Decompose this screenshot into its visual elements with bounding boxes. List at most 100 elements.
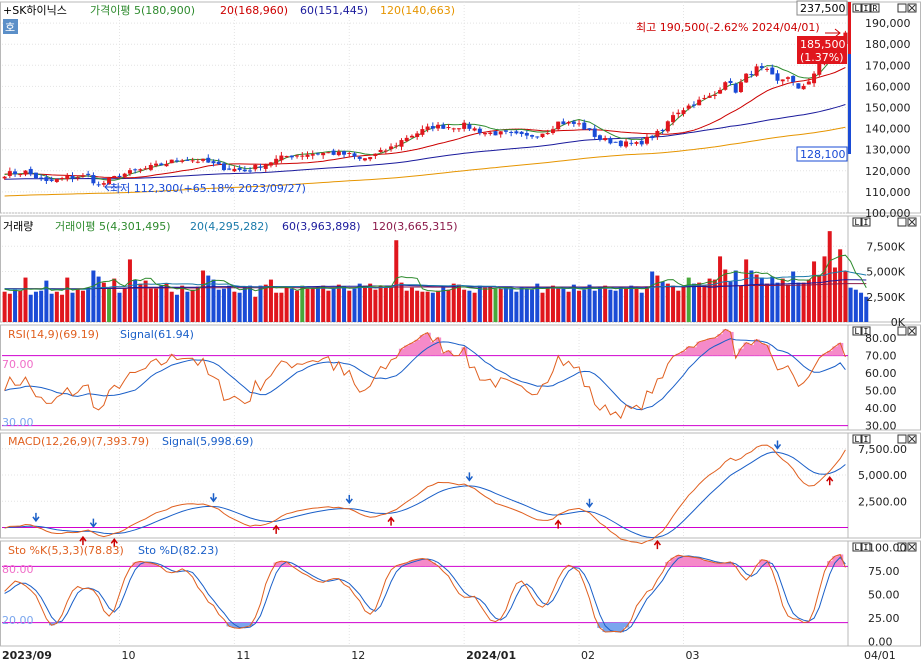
- x-axis-tick: 2024/01: [466, 649, 516, 662]
- volume-bar: [33, 291, 38, 322]
- price-axis-tick: 100,000: [865, 207, 911, 220]
- volume-bar: [65, 277, 70, 322]
- panel-maximize-rsi[interactable]: [897, 326, 907, 336]
- panel-ctrl-macd-0[interactable]: [852, 434, 862, 444]
- candle-body: [70, 175, 75, 179]
- macd-line: [4, 444, 846, 545]
- panel-maximize-sto[interactable]: [897, 542, 907, 552]
- volume-bar: [383, 287, 388, 322]
- close-icon: [908, 218, 916, 226]
- rsi-overbought-fill: [764, 345, 771, 356]
- volume-bar: [587, 284, 592, 322]
- macd-axis-tick: 7,500.00: [858, 443, 907, 456]
- volume-bar: [556, 287, 561, 322]
- candle-body: [23, 170, 28, 175]
- price-axis-tick: 120,000: [865, 165, 911, 178]
- rsi-overbought-fill: [701, 340, 708, 356]
- volume-bar: [248, 285, 253, 322]
- candle-body: [524, 132, 529, 136]
- panel-frame-sto: [0, 540, 921, 647]
- rsi-overbought-fill: [686, 346, 692, 356]
- candle-body: [587, 128, 592, 130]
- sto-overbought-fill: [722, 562, 729, 567]
- volume-bar: [2, 291, 7, 322]
- panel-ctrl-rsi-0[interactable]: [852, 326, 862, 336]
- candle-body: [530, 135, 535, 137]
- panel-ctrl-vol-1[interactable]: [861, 217, 871, 227]
- panel-ctrl-price-1[interactable]: [861, 3, 871, 13]
- candle-body: [456, 128, 461, 130]
- rsi-overbought-fill: [404, 345, 410, 356]
- volume-bar: [368, 283, 373, 322]
- volume-bar: [430, 292, 435, 322]
- sto-overbought-fill: [675, 555, 682, 567]
- sto-overbought-fill: [273, 562, 280, 567]
- panel-ctrl-sto-0[interactable]: [852, 542, 862, 552]
- volume-bar: [592, 290, 597, 322]
- candle-body: [201, 158, 206, 161]
- candle-body: [775, 73, 780, 81]
- volume-bar: [399, 282, 404, 322]
- panel-ctrl-rsi-1[interactable]: [861, 326, 871, 336]
- volume-bar: [394, 240, 399, 322]
- volume-bar: [733, 270, 738, 322]
- panel-ctrl-sto-1[interactable]: [861, 542, 871, 552]
- volume-bar: [702, 285, 707, 322]
- volume-bar: [806, 279, 811, 322]
- candle-body: [791, 75, 796, 82]
- candle-body: [321, 152, 326, 156]
- panel-ctrl-label: I: [864, 435, 869, 444]
- close-icon: [908, 435, 916, 443]
- candle-body: [86, 173, 91, 175]
- macd-buy-arrow-icon: [387, 516, 395, 526]
- candle-body: [765, 68, 770, 70]
- panel-ctrl-macd-1[interactable]: [861, 434, 871, 444]
- sto-overbought-fill: [425, 559, 431, 567]
- panel-ctrl-price-0[interactable]: [852, 3, 862, 13]
- volume-bar: [174, 294, 179, 322]
- volume-bar: [493, 288, 498, 322]
- candle-body: [18, 173, 23, 176]
- volume-bar: [211, 279, 216, 322]
- panel-maximize-vol[interactable]: [897, 217, 907, 227]
- legend-price-ma20: 20(168,960): [220, 4, 288, 17]
- volume-bar: [472, 292, 477, 322]
- candle-body: [326, 152, 331, 154]
- panel-ctrl-price-2[interactable]: [870, 3, 880, 13]
- volume-bar: [561, 288, 566, 322]
- rsi-overbought-fill: [696, 341, 703, 356]
- corner-badge-box[interactable]: [3, 19, 18, 34]
- rsi-signal-line: [4, 338, 846, 411]
- volume-bar: [389, 286, 394, 322]
- candle-body: [315, 153, 320, 155]
- panel-ctrl-label: I: [864, 327, 869, 336]
- candle-body: [174, 160, 179, 162]
- candle-body: [446, 127, 451, 129]
- panel-maximize-macd[interactable]: [897, 434, 907, 444]
- panel-ctrl-vol-0[interactable]: [852, 217, 862, 227]
- sto-overbought-fill: [696, 558, 703, 567]
- volume-bar: [718, 256, 723, 322]
- macd-sell-arrow-icon: [345, 494, 353, 505]
- sto-overbought-fill: [717, 563, 724, 567]
- sto-upper-label: 80.00: [2, 563, 34, 576]
- sto-overbought-fill: [278, 561, 285, 567]
- macd-buy-arrow-icon: [272, 524, 280, 534]
- panel-maximize-price[interactable]: [897, 3, 907, 13]
- rsi-overbought-fill: [409, 342, 416, 356]
- volume-bar: [817, 275, 822, 322]
- candle-body: [284, 155, 289, 158]
- volume-bar: [765, 283, 770, 322]
- candle-body: [13, 171, 18, 175]
- sto-oversold-fill: [613, 622, 619, 632]
- candle-body: [263, 164, 268, 169]
- corner-badge[interactable]: 호: [5, 21, 15, 34]
- volume-bar: [169, 291, 174, 322]
- volume-bar: [665, 283, 670, 322]
- candle-body: [488, 132, 493, 134]
- candle-body: [336, 151, 341, 156]
- legend-macd-signal: Signal(5,998.69): [162, 435, 253, 448]
- sto-overbought-fill: [143, 562, 149, 567]
- volume-bar: [357, 283, 362, 322]
- candle-body: [164, 163, 169, 167]
